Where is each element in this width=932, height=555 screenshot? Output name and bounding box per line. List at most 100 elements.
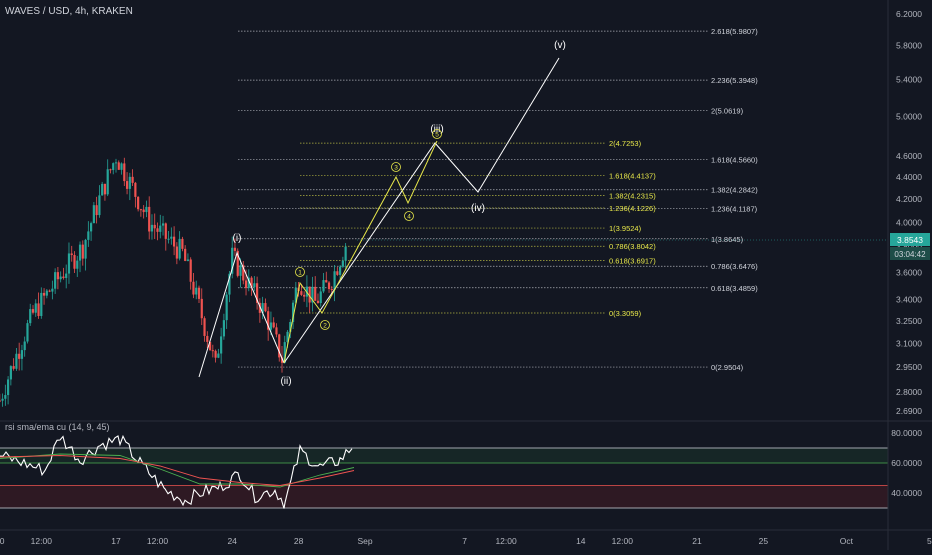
price-tick-0: 6.2000 <box>896 9 922 19</box>
candle-body-3 <box>7 379 10 396</box>
candle-body-94 <box>258 302 261 313</box>
candle-body-56 <box>153 224 156 229</box>
candle-body-51 <box>139 209 142 211</box>
candle-body-20 <box>54 272 57 289</box>
candle-body-35 <box>95 205 98 216</box>
candle-body-117 <box>322 280 325 292</box>
fib-white-label-8: 0.618(3.4859) <box>711 284 758 293</box>
price-tick-13: 2.9500 <box>896 362 922 372</box>
candle-body-0 <box>0 400 1 402</box>
candle-body-102 <box>280 357 284 363</box>
candle-body-9 <box>23 341 26 351</box>
candle-body-43 <box>117 162 120 170</box>
candle-body-7 <box>18 353 21 359</box>
candle-body-75 <box>206 335 209 342</box>
candle-body-23 <box>62 276 65 279</box>
candle-body-73 <box>200 298 203 319</box>
candle-body-100 <box>275 327 278 335</box>
candle-body-114 <box>314 286 317 301</box>
candle-body-112 <box>308 286 311 303</box>
fib-white-label-3: 1.618(4.5660) <box>711 155 758 164</box>
countdown-tag <box>890 247 930 261</box>
candle-body-103 <box>283 342 286 363</box>
wave-label-yellow-2: 3 <box>394 165 398 172</box>
candle-body-55 <box>150 224 154 232</box>
candle-body-38 <box>103 183 107 195</box>
candle-body-28 <box>76 260 79 269</box>
wave-yellow-lines <box>283 140 438 364</box>
candle-body-91 <box>250 277 253 288</box>
wave-label-yellow-4: 5 <box>435 132 439 139</box>
candle-body-59 <box>161 223 165 226</box>
candle-body-40 <box>109 169 112 171</box>
time-tick-3: 12:00 <box>147 536 169 546</box>
candle-body-80 <box>220 336 223 354</box>
rsi-ema-line <box>0 455 355 486</box>
candle-body-57 <box>156 228 159 232</box>
rsi-lower-band <box>0 485 888 508</box>
wave-label-white-1: (ii) <box>280 376 291 387</box>
time-tick-6: Sep <box>357 536 372 546</box>
candle-body-30 <box>81 244 84 259</box>
fib-yellow-label-0: 2(4.7253) <box>609 139 642 148</box>
wave-label-yellow-ring-0 <box>295 267 305 277</box>
candle-body-8 <box>20 350 24 359</box>
wave-label-yellow-3: 4 <box>407 214 411 221</box>
candle-body-124 <box>341 260 344 267</box>
candle-body-42 <box>114 162 118 164</box>
candle-body-77 <box>211 350 214 352</box>
candle-body-88 <box>242 265 245 281</box>
fib-yellow-label-1: 1.618(4.4137) <box>609 172 656 181</box>
wave-label-yellow-0: 1 <box>298 270 302 277</box>
time-tick-13: Oct <box>840 536 854 546</box>
time-tick-11: 21 <box>692 536 702 546</box>
candle-body-64 <box>175 246 178 259</box>
candle-body-58 <box>159 225 162 232</box>
fib-yellow-label-3: 1.236(4.1226) <box>609 204 656 213</box>
candle-body-4 <box>9 366 12 380</box>
wave-label-yellow-ring-1 <box>320 320 330 330</box>
price-tick-8: 3.8000 <box>896 242 922 252</box>
price-tick-1: 5.8000 <box>896 41 922 51</box>
candle-body-105 <box>289 322 292 332</box>
candle-body-95 <box>261 303 264 313</box>
candle-body-84 <box>231 247 234 274</box>
candle-body-26 <box>70 253 73 256</box>
candle-body-89 <box>244 280 248 288</box>
fib-white-label-6: 1(3.8645) <box>711 235 744 244</box>
candle-body-85 <box>233 247 237 251</box>
price-tick-2: 5.4000 <box>896 75 922 85</box>
price-tick-5: 4.4000 <box>896 172 922 182</box>
candle-body-60 <box>164 223 167 239</box>
candle-body-70 <box>192 281 195 295</box>
time-tick-4: 24 <box>227 536 237 546</box>
candle-body-122 <box>336 271 339 275</box>
fib-yellow-label-7: 0(3.3059) <box>609 309 642 318</box>
time-tick-8: 12:00 <box>495 536 517 546</box>
price-tick-11: 3.2500 <box>896 316 922 326</box>
wave-white-lines-a <box>198 251 285 378</box>
candle-body-65 <box>178 238 181 259</box>
candle-body-21 <box>56 272 59 280</box>
candle-body-101 <box>278 334 281 358</box>
time-tick-5: 28 <box>294 536 304 546</box>
candle-body-44 <box>120 163 123 170</box>
candle-body-18 <box>48 290 51 292</box>
price-tick-4: 4.6000 <box>896 151 922 161</box>
candle-body-46 <box>125 181 129 189</box>
rsi-title: rsi sma/ema cu (14, 9, 45) <box>5 422 110 432</box>
fib-yellow-label-2: 1.382(4.2315) <box>609 192 656 201</box>
candle-body-31 <box>84 239 87 259</box>
candle-body-93 <box>256 283 259 303</box>
price-tick-15: 2.6900 <box>896 406 922 416</box>
candle-body-106 <box>291 302 295 323</box>
time-tick-14: 5 <box>927 536 932 546</box>
rsi-upper-band <box>0 448 888 463</box>
candle-body-39 <box>106 169 109 195</box>
wave-white-lines-b <box>283 57 560 364</box>
candle-body-54 <box>148 206 151 232</box>
wave-label-white-0: (i) <box>233 233 242 244</box>
candle-body-104 <box>286 331 289 343</box>
rsi-line <box>0 434 353 509</box>
